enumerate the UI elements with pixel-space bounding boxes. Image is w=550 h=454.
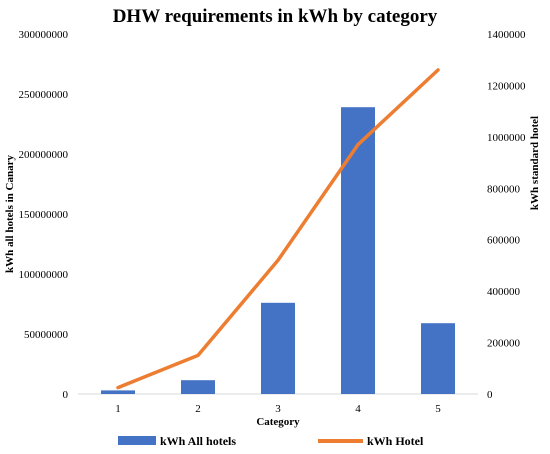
left-tick-label: 50000000 <box>24 329 69 341</box>
line-kwh-hotel <box>116 68 440 390</box>
left-tick-label: 150000000 <box>19 209 69 221</box>
right-tick-label: 800000 <box>487 183 521 195</box>
right-tick-label: 400000 <box>487 286 521 298</box>
x-axis-label: Category <box>256 416 300 428</box>
line-series <box>116 68 440 390</box>
x-tick-label: 1 <box>115 403 121 415</box>
x-tick-label: 5 <box>435 403 441 415</box>
legend-label-all-hotels: kWh All hotels <box>160 434 236 448</box>
x-tick-label: 4 <box>355 403 361 415</box>
bar-category-4 <box>341 107 375 394</box>
right-tick-label: 600000 <box>487 235 521 247</box>
x-tick-label: 3 <box>275 403 281 415</box>
bar-series <box>101 107 455 394</box>
right-tick-label: 1200000 <box>487 80 526 92</box>
bar-category-3 <box>261 302 295 394</box>
left-tick-label: 100000000 <box>19 269 69 281</box>
left-tick-label: 250000000 <box>19 89 69 101</box>
left-axis-label: kWh all hotels in Canary <box>4 155 16 273</box>
right-tick-label: 1000000 <box>487 132 526 144</box>
right-tick-label: 1400000 <box>487 29 526 41</box>
right-axis-ticks: 0 200000 400000 600000 800000 1000000 1200000 1… <box>487 29 526 401</box>
right-tick-label: 0 <box>487 389 493 401</box>
left-tick-label: 200000000 <box>19 149 69 161</box>
right-tick-label: 200000 <box>487 338 521 350</box>
legend-label-hotel: kWh Hotel <box>367 434 424 448</box>
x-tick-label: 2 <box>195 403 201 415</box>
legend-swatch-all-hotels <box>118 436 156 445</box>
bar-category-1 <box>101 390 135 394</box>
chart-title: DHW requirements in kWh by category <box>113 6 438 27</box>
bar-category-5 <box>421 323 455 394</box>
x-axis-ticks: 1 2 3 4 5 <box>115 403 441 415</box>
legend: kWh All hotels kWh Hotel <box>118 434 424 448</box>
left-tick-label: 0 <box>63 389 69 401</box>
bar-category-2 <box>181 380 215 394</box>
right-axis-label: kWh standard hotel <box>529 116 541 210</box>
left-tick-label: 300000000 <box>19 29 69 41</box>
left-axis-ticks: 0 50000000 100000000 150000000 200000000 2500… <box>19 29 69 401</box>
